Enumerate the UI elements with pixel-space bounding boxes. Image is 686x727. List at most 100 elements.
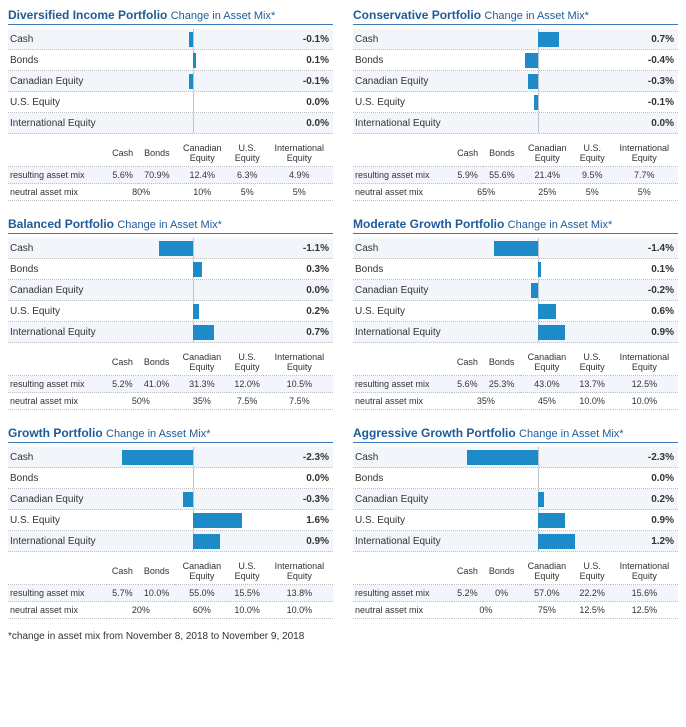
table-col-header: InternationalEquity	[266, 140, 333, 167]
bar-value: -2.3%	[285, 452, 333, 463]
bar-value: 0.2%	[630, 494, 678, 505]
bar-centerline	[193, 489, 194, 509]
bar-chart: Cash-1.1%Bonds0.3%Canadian Equity0.0%U.S…	[8, 238, 333, 343]
table-row-label: neutral asset mix	[8, 393, 107, 410]
table-row: resulting asset mix5.2%41.0%31.3%12.0%10…	[8, 376, 333, 393]
bar-row: Cash0.7%	[353, 29, 678, 50]
panel-title-row: Aggressive Growth Portfolio Change in As…	[353, 426, 678, 443]
bar-fill	[538, 513, 566, 528]
table-cell: 57.0%	[520, 585, 573, 602]
table-cell: 5%	[574, 184, 611, 201]
table-cell: 12.5%	[611, 602, 678, 619]
portfolio-panel: Growth Portfolio Change in Asset Mix*Cas…	[8, 426, 333, 619]
bar-track	[445, 322, 630, 342]
table-cell: 5.6%	[452, 376, 483, 393]
bar-row: International Equity0.0%	[8, 113, 333, 134]
table-row-label: neutral asset mix	[8, 602, 107, 619]
table-col-header: CanadianEquity	[175, 558, 228, 585]
table-cell: 5%	[266, 184, 333, 201]
table-cell: 12.0%	[229, 376, 266, 393]
bar-track	[445, 238, 630, 258]
panel-title-row: Conservative Portfolio Change in Asset M…	[353, 8, 678, 25]
table-row: resulting asset mix5.2%0%57.0%22.2%15.6%	[353, 585, 678, 602]
bar-track	[445, 447, 630, 467]
bar-track	[445, 259, 630, 279]
bar-fill	[189, 32, 192, 47]
table-row-label: resulting asset mix	[353, 585, 452, 602]
bar-track	[445, 489, 630, 509]
bar-fill	[531, 283, 537, 298]
bar-label: Canadian Equity	[8, 285, 100, 296]
table-cell: 20%	[107, 602, 176, 619]
bar-value: -0.4%	[630, 55, 678, 66]
panel-subtitle: Change in Asset Mix*	[519, 428, 624, 440]
bar-row: U.S. Equity0.0%	[8, 92, 333, 113]
table-col-header: Bonds	[483, 349, 520, 376]
table-cell: 43.0%	[520, 376, 573, 393]
panel-subtitle: Change in Asset Mix*	[171, 10, 276, 22]
bar-label: Canadian Equity	[353, 494, 445, 505]
table-col-header: U.S.Equity	[229, 349, 266, 376]
panel-title: Balanced Portfolio	[8, 217, 117, 231]
table-col-header: Bonds	[483, 558, 520, 585]
panel-title: Aggressive Growth Portfolio	[353, 426, 519, 440]
table-cell: 5.7%	[107, 585, 138, 602]
table-col-header: U.S.Equity	[229, 140, 266, 167]
bar-value: 0.3%	[285, 264, 333, 275]
bar-label: Canadian Equity	[353, 76, 445, 87]
bar-value: -1.4%	[630, 243, 678, 254]
bar-fill	[528, 74, 537, 89]
table-cell: 13.7%	[574, 376, 611, 393]
table-col-header: InternationalEquity	[266, 558, 333, 585]
bar-fill	[189, 74, 192, 89]
table-cell: 10.0%	[138, 585, 175, 602]
bar-row: U.S. Equity0.2%	[8, 301, 333, 322]
bar-value: -0.1%	[285, 34, 333, 45]
bar-value: 0.0%	[285, 473, 333, 484]
table-cell: 7.5%	[229, 393, 266, 410]
table-row-label: resulting asset mix	[353, 376, 452, 393]
bar-track	[100, 447, 285, 467]
bar-fill	[525, 53, 537, 68]
bar-label: Cash	[353, 243, 445, 254]
bar-row: Canadian Equity 0.2%	[353, 489, 678, 510]
table-cell: 12.4%	[176, 167, 230, 184]
table-cell: 0%	[483, 585, 520, 602]
bar-fill	[193, 304, 199, 319]
bar-track	[445, 531, 630, 551]
table-col-header: Cash	[452, 349, 483, 376]
table-corner	[353, 558, 452, 585]
table-cell: 25%	[521, 184, 575, 201]
bar-track	[445, 50, 630, 70]
table-cell: 12.5%	[611, 376, 678, 393]
bar-row: Canadian Equity0.0%	[8, 280, 333, 301]
table-col-header: CanadianEquity	[520, 349, 573, 376]
bar-track	[100, 71, 285, 91]
table-cell: 7.7%	[611, 167, 678, 184]
bar-centerline	[538, 71, 539, 91]
bar-track	[100, 489, 285, 509]
table-cell: 41.0%	[138, 376, 175, 393]
table-row-label: neutral asset mix	[353, 602, 452, 619]
bar-track	[445, 113, 630, 133]
table-corner	[8, 349, 107, 376]
table-row-label: neutral asset mix	[8, 184, 107, 201]
table-cell: 5.9%	[452, 167, 483, 184]
table-col-header: U.S.Equity	[229, 558, 266, 585]
table-col-header: Cash	[452, 140, 483, 167]
bar-label: U.S. Equity	[353, 306, 445, 317]
bar-row: Cash-0.1%	[8, 29, 333, 50]
bar-centerline	[193, 468, 194, 488]
bar-fill	[538, 32, 560, 47]
bar-value: 0.0%	[285, 118, 333, 129]
table-cell: 22.2%	[574, 585, 611, 602]
bar-track	[100, 280, 285, 300]
table-corner	[353, 349, 452, 376]
bar-track	[445, 92, 630, 112]
bar-track	[100, 531, 285, 551]
panel-title: Moderate Growth Portfolio	[353, 217, 508, 231]
bar-value: 0.0%	[630, 118, 678, 129]
bar-fill	[538, 492, 544, 507]
bar-value: -1.1%	[285, 243, 333, 254]
bar-value: 0.0%	[630, 473, 678, 484]
